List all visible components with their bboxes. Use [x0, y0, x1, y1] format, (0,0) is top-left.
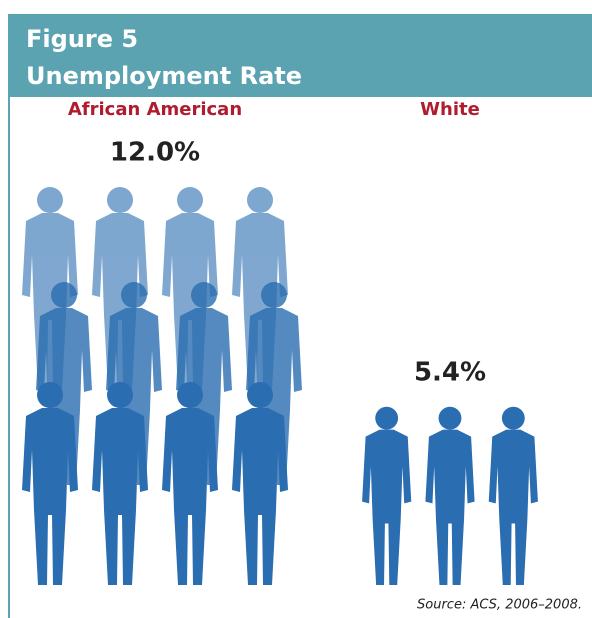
person-body: [425, 429, 475, 585]
person-body: [232, 408, 288, 585]
person-head: [51, 282, 77, 308]
person-head: [107, 187, 133, 213]
source-note: Source: ACS, 2006–2008.: [417, 598, 582, 613]
person-silhouette: [22, 382, 78, 585]
person-head: [177, 187, 203, 213]
person-head: [247, 187, 273, 213]
person-body: [92, 408, 148, 585]
person-head: [375, 406, 399, 430]
person-head: [191, 282, 217, 308]
category-label: African American: [68, 99, 242, 120]
bar: [362, 406, 538, 585]
person-body: [362, 429, 412, 585]
chart-subtitle: Unemployment Rate: [26, 62, 302, 90]
person-silhouette: [425, 406, 475, 585]
bar: [22, 187, 302, 585]
person-silhouette: [488, 406, 538, 585]
person-head: [37, 187, 63, 213]
person-silhouette: [362, 406, 412, 585]
person-head: [177, 382, 203, 408]
person-head: [247, 382, 273, 408]
value-label: 5.4%: [414, 358, 486, 388]
person-silhouette: [232, 382, 288, 585]
person-body: [488, 429, 538, 585]
person-head: [107, 382, 133, 408]
person-silhouette: [162, 382, 218, 585]
header-band: [8, 14, 592, 97]
person-body: [22, 408, 78, 585]
person-head: [37, 382, 63, 408]
person-head: [121, 282, 147, 308]
category-label: White: [420, 99, 480, 120]
chart-title: Figure 5: [26, 25, 138, 53]
person-head: [261, 282, 287, 308]
value-label: 12.0%: [110, 138, 200, 168]
person-head: [438, 406, 462, 430]
person-head: [501, 406, 525, 430]
person-silhouette: [92, 382, 148, 585]
person-body: [162, 408, 218, 585]
